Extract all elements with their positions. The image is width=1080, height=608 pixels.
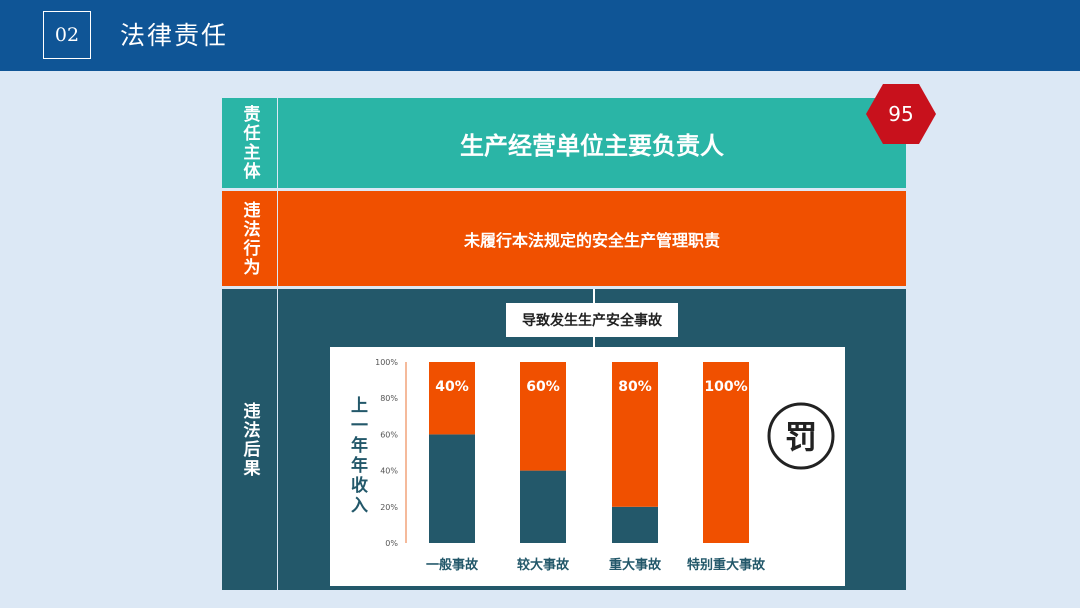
behavior-text: 未履行本法规定的安全生产管理职责 bbox=[278, 191, 906, 286]
page-title: 法律责任 bbox=[120, 21, 229, 50]
badge-value: 95 bbox=[888, 102, 914, 126]
section-number: 02 bbox=[43, 11, 91, 59]
consequence-label: 导致发生生产安全事故 bbox=[506, 303, 678, 337]
connector-line bbox=[593, 337, 595, 347]
header-bar bbox=[0, 0, 1080, 71]
subject-text: 生产经营单位主要负责人 bbox=[278, 98, 906, 188]
side-label-subject: 责任主体 bbox=[222, 98, 277, 188]
side-label-consequence: 违法后果 bbox=[222, 289, 277, 590]
badge-hexagon bbox=[866, 84, 936, 144]
chart-ylabel: 上一年年收入 bbox=[347, 396, 367, 516]
connector-line bbox=[593, 289, 595, 303]
side-label-behavior: 违法行为 bbox=[222, 191, 277, 286]
chart-panel bbox=[330, 347, 845, 586]
